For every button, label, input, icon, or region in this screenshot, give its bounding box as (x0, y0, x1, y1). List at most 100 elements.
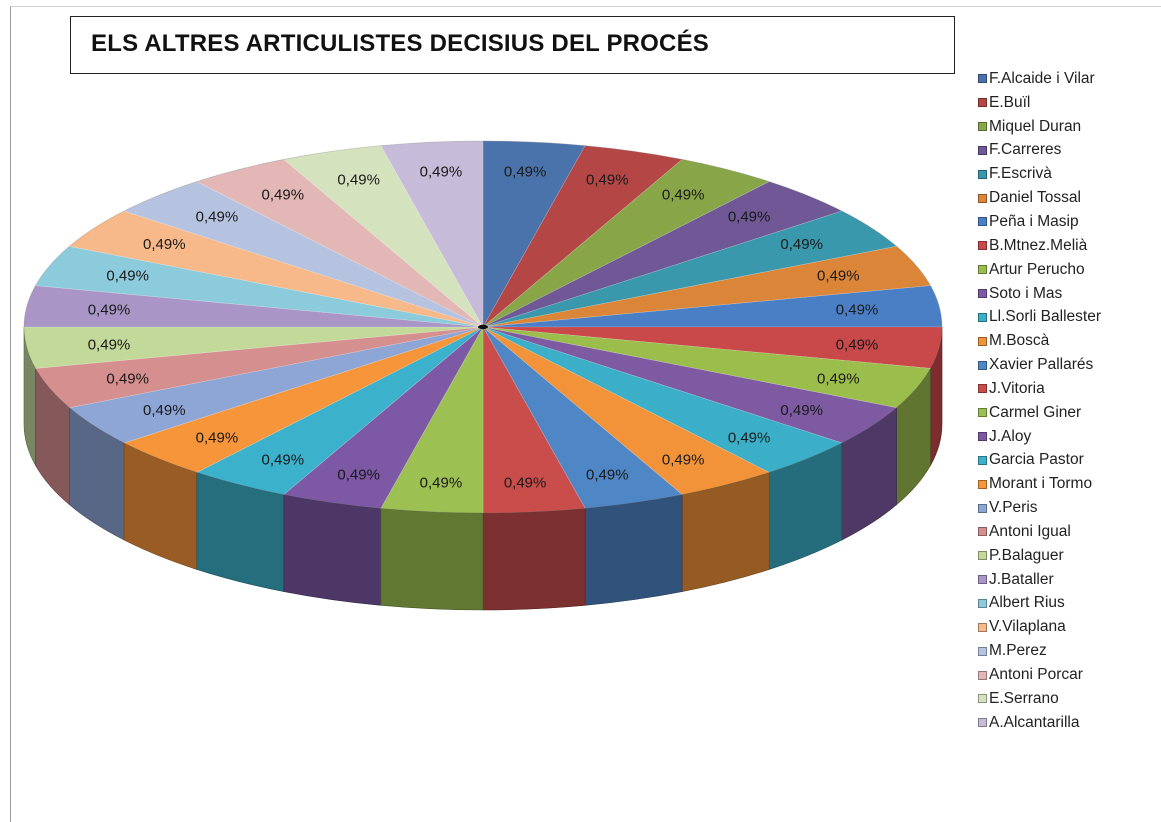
pie-center (478, 324, 488, 330)
slice-data-label-0: 0,49% (504, 164, 547, 181)
pie-slice-15 (283, 326, 484, 509)
pie-slice-25 (196, 159, 484, 328)
slice-data-label-7: 0,49% (836, 337, 879, 354)
slice-data-label-12: 0,49% (586, 467, 629, 484)
pie-slice-14 (380, 325, 484, 514)
legend-label: Morant i Tormo (989, 475, 1093, 493)
slice-data-label-5: 0,49% (817, 267, 860, 284)
legend-swatch (978, 432, 987, 442)
pie-slice-20 (23, 326, 484, 369)
slice-data-label-18: 0,49% (143, 402, 186, 419)
pie-slice-3 (482, 181, 843, 328)
legend-item: J.Aloy (978, 425, 1158, 449)
pie-slice-2 (482, 159, 770, 328)
chart-frame (10, 6, 1161, 822)
slice-data-label-1: 0,49% (586, 172, 629, 189)
slice-data-label-17: 0,49% (196, 430, 239, 447)
legend-label: Albert Rius (989, 594, 1065, 612)
slice-data-label-26: 0,49% (337, 172, 380, 189)
legend-item: F.Escrivà (978, 162, 1158, 186)
legend-swatch (978, 479, 987, 489)
legend-item: Artur Perucho (978, 258, 1158, 282)
legend-swatch (978, 145, 987, 155)
slice-data-label-16: 0,49% (262, 451, 305, 468)
legend-label: J.Bataller (989, 570, 1054, 588)
legend-label: F.Alcaide i Vilar (989, 69, 1095, 87)
legend-item: Soto i Mas (978, 282, 1158, 306)
legend-swatch (978, 670, 987, 680)
slice-data-label-6: 0,49% (836, 302, 879, 319)
legend-swatch (978, 646, 987, 656)
legend-label: F.Carreres (989, 141, 1062, 159)
legend-item: Daniel Tossal (978, 186, 1158, 210)
legend-swatch (978, 360, 987, 370)
slice-data-label-8: 0,49% (817, 371, 860, 388)
pie-slice-8 (482, 326, 931, 409)
legend-label: M.Boscà (989, 332, 1050, 350)
legend-label: Soto i Mas (989, 284, 1063, 302)
legend-label: V.Peris (989, 499, 1038, 517)
legend-swatch (978, 193, 987, 203)
legend-swatch (978, 336, 987, 346)
pie-slice-7 (482, 326, 943, 369)
pie-slice-0 (482, 140, 586, 329)
legend-label: Artur Perucho (989, 260, 1085, 278)
pie-slice-27 (380, 140, 484, 329)
legend-swatch (978, 718, 987, 728)
legend-label: Garcia Pastor (989, 451, 1084, 469)
legend-label: J.Aloy (989, 427, 1032, 445)
legend-swatch (978, 455, 987, 465)
slice-data-label-15: 0,49% (337, 467, 380, 484)
legend-swatch (978, 598, 987, 608)
legend-label: Antoni Porcar (989, 666, 1083, 684)
pie-slice-11 (482, 326, 770, 495)
legend-item: F.Alcaide i Vilar (978, 67, 1158, 91)
slice-data-label-20: 0,49% (88, 337, 131, 354)
legend-swatch (978, 384, 987, 394)
legend-swatch (978, 122, 987, 132)
pie-side-15 (283, 494, 382, 606)
slice-data-label-13: 0,49% (504, 474, 547, 491)
slice-data-label-9: 0,49% (780, 402, 823, 419)
legend-item: B.Mtnez.Melià (978, 234, 1158, 258)
legend-swatch (978, 503, 987, 513)
legend-label: J.Vitoria (989, 379, 1045, 397)
legend-label: Miquel Duran (989, 117, 1082, 135)
pie-slice-23 (68, 210, 484, 328)
slice-data-label-27: 0,49% (420, 164, 463, 181)
legend-swatch (978, 98, 987, 108)
legend-label: F.Escrivà (989, 165, 1052, 183)
pie-side-12 (584, 494, 683, 606)
pie-slice-17 (123, 326, 484, 473)
legend-swatch (978, 575, 987, 585)
slice-data-label-19: 0,49% (106, 371, 149, 388)
slice-data-label-21: 0,49% (88, 302, 131, 319)
pie-side-14 (380, 508, 484, 611)
legend-label: A.Alcantarilla (989, 713, 1080, 731)
legend-label: E.Buïl (989, 93, 1031, 111)
legend-label: Peña i Masip (989, 212, 1079, 230)
slice-data-label-4: 0,49% (780, 236, 823, 253)
pie-rim (23, 140, 943, 514)
legend-swatch (978, 289, 987, 299)
legend-item: Xavier Pallarés (978, 353, 1158, 377)
legend-swatch (978, 241, 987, 251)
slice-data-label-24: 0,49% (196, 209, 239, 226)
chart-legend: F.Alcaide i Vilar E.Buïl Miquel Duran F.Car… (978, 67, 1158, 735)
slice-data-label-2: 0,49% (662, 187, 705, 204)
legend-swatch (978, 551, 987, 561)
pie-slice-26 (283, 145, 484, 328)
legend-label: B.Mtnez.Melià (989, 236, 1088, 254)
legend-swatch (978, 265, 987, 275)
pie-slice-9 (482, 326, 898, 444)
legend-swatch (978, 217, 987, 227)
legend-swatch (978, 312, 987, 322)
slice-data-label-22: 0,49% (106, 267, 149, 284)
pie-slice-1 (482, 145, 683, 328)
legend-item: J.Vitoria (978, 377, 1158, 401)
legend-item: Carmel Giner (978, 401, 1158, 425)
pie-slice-6 (482, 285, 943, 328)
legend-item: Albert Rius (978, 592, 1158, 616)
legend-item: Miquel Duran (978, 115, 1158, 139)
